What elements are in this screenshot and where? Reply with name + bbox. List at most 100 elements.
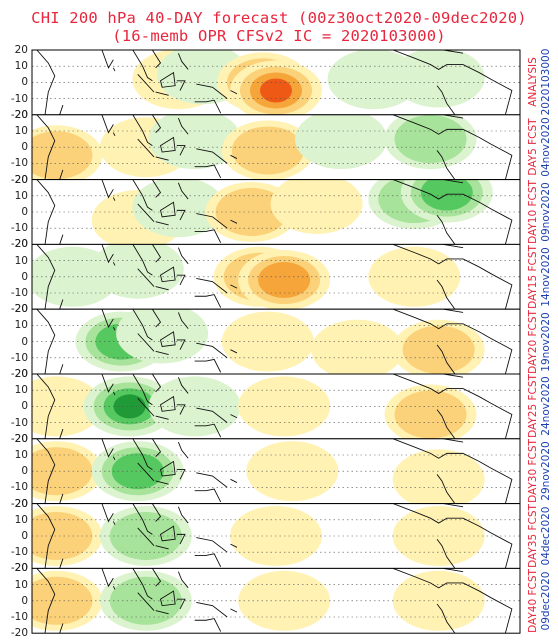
- negative-anomaly-contour: [116, 309, 209, 364]
- anomaly-shading: [32, 114, 477, 180]
- panel-date: 2020103000: [540, 48, 552, 116]
- negative-anomaly-contour: [113, 394, 146, 419]
- coastline: [36, 179, 513, 245]
- coastline: [36, 503, 513, 569]
- panel-date: 19nov2020: [540, 311, 552, 372]
- panel-date: 09nov2020: [540, 182, 552, 242]
- panel-date: 29nov2020: [540, 441, 552, 501]
- latitude-tick-label: 10: [14, 578, 28, 591]
- panel-date: 04dec2020: [540, 506, 552, 566]
- latitude-tick-label: 20: [14, 238, 28, 251]
- positive-anomaly-contour: [221, 311, 314, 372]
- latitude-tick-label: 10: [14, 319, 28, 332]
- negative-anomaly-contour: [420, 179, 473, 211]
- latitude-tick-label: -20: [10, 562, 28, 575]
- positive-anomaly-contour: [402, 325, 475, 374]
- latitude-tick-label: -20: [10, 497, 28, 510]
- positive-anomaly-contour: [32, 131, 93, 180]
- panel-0: [31, 49, 521, 116]
- latitude-tick-label: -20: [10, 108, 28, 121]
- negative-anomaly-contour: [327, 50, 420, 110]
- latitude-tick-label: 10: [14, 189, 28, 202]
- coastline: [36, 50, 513, 115]
- positive-anomaly-contour: [258, 262, 311, 299]
- negative-anomaly-contour: [394, 115, 467, 164]
- latitude-tick-label: -10: [10, 416, 28, 429]
- panel-5: [31, 373, 521, 440]
- negative-anomaly-contour: [132, 179, 225, 238]
- positive-anomaly-contour: [394, 390, 467, 439]
- negative-anomaly-contour: [111, 453, 164, 490]
- latitude-tick-label: 10: [14, 125, 28, 137]
- latitude-tick-label: 10: [14, 384, 28, 397]
- coastline: [36, 309, 513, 375]
- latitude-tick-label: 20: [14, 368, 28, 380]
- latitude-tick-label: -10: [10, 287, 28, 299]
- positive-anomaly-contour: [392, 570, 485, 631]
- coastline: [36, 568, 513, 634]
- positive-anomaly-contour: [231, 126, 304, 175]
- latitude-tick-label: 20: [14, 44, 28, 56]
- anomaly-shading: [32, 506, 485, 566]
- panel-label: DAY40 FCST: [527, 568, 539, 633]
- latitude-tick-label: -10: [10, 92, 28, 105]
- positive-anomaly-contour: [32, 576, 93, 625]
- latitude-tick-label: -10: [10, 351, 28, 364]
- latitude-tick-label: 10: [14, 60, 28, 73]
- panel-7: [31, 503, 521, 569]
- latitude-tick-label: 0: [21, 594, 28, 607]
- positive-anomaly-contour: [32, 376, 103, 437]
- anomaly-shading: [75, 309, 485, 375]
- latitude-tick-label: 10: [14, 254, 28, 267]
- panel-4: [31, 308, 521, 375]
- panel-date: 09dec2020: [540, 571, 552, 631]
- coastline: [36, 438, 513, 504]
- panel-label: DAY30 FCST: [527, 439, 539, 504]
- panel-date: 14nov2020: [540, 247, 552, 307]
- positive-anomaly-contour: [215, 188, 288, 236]
- positive-anomaly-contour: [368, 246, 461, 307]
- latitude-tick-label: 20: [14, 497, 28, 510]
- coastline: [36, 114, 513, 180]
- panel-6: [31, 438, 521, 505]
- figure-title-line2: (16-memb OPR CFSv2 IC = 2020103000): [112, 27, 446, 45]
- coastline: [36, 374, 513, 439]
- latitude-tick-label: 20: [14, 432, 28, 445]
- coastline: [36, 244, 513, 310]
- latitude-tick-label: -20: [10, 238, 28, 251]
- positive-anomaly-contour: [270, 179, 363, 234]
- latitude-tick-label: 0: [21, 206, 28, 218]
- anomaly-shading: [132, 50, 485, 115]
- negative-anomaly-contour: [91, 244, 184, 299]
- figure-title-line1: CHI 200 hPa 40-DAY forecast (00z30oct202…: [31, 9, 527, 27]
- latitude-tick-label: 0: [21, 270, 28, 283]
- latitude-tick-label: -20: [10, 368, 28, 380]
- latitude-tick-label: 20: [14, 303, 28, 316]
- panel-label: DAY15 FCST: [527, 244, 539, 309]
- panel-date: 04nov2020: [540, 117, 552, 177]
- latitude-tick-label: 20: [14, 562, 28, 575]
- panel-1: [31, 114, 521, 181]
- latitude-tick-label: 20: [14, 173, 28, 186]
- positive-anomaly-contour: [260, 78, 292, 103]
- latitude-tick-label: 0: [21, 76, 28, 89]
- anomaly-shading: [32, 244, 461, 310]
- latitude-tick-label: -10: [10, 157, 28, 170]
- positive-anomaly-contour: [32, 512, 93, 560]
- latitude-tick-label: 20: [14, 108, 28, 121]
- panel-label: DAY35 FCST: [527, 504, 539, 568]
- latitude-tick-label: -10: [10, 611, 28, 623]
- panel-label: DAY25 FCST: [527, 374, 539, 439]
- latitude-tick-label: 0: [21, 400, 28, 413]
- latitude-tick-label: -20: [10, 627, 28, 640]
- panel-3: [31, 243, 521, 310]
- latitude-tick-label: -20: [10, 432, 28, 445]
- latitude-tick-label: 10: [14, 449, 28, 461]
- positive-anomaly-contour: [392, 506, 485, 566]
- panel-label: DAY20 FCST: [527, 309, 539, 374]
- latitude-tick-label: 0: [21, 465, 28, 478]
- anomaly-shading: [32, 570, 485, 631]
- panel-label: ANALYSIS: [527, 57, 539, 108]
- latitude-tick-label: 10: [14, 513, 28, 526]
